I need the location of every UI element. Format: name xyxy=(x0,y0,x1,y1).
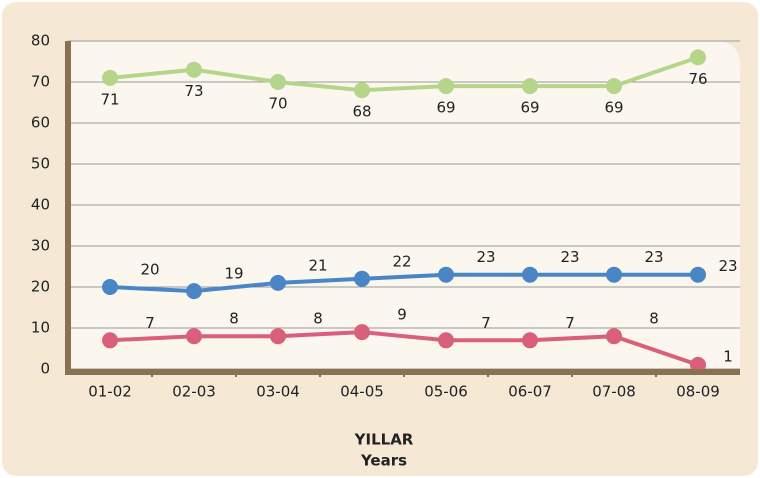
y-tick-label: 30 xyxy=(31,237,50,255)
x-tick-label: 05-06 xyxy=(424,383,468,401)
y-tick-label: 20 xyxy=(31,278,50,296)
data-label: 7 xyxy=(145,314,155,332)
data-label: 23 xyxy=(644,248,663,266)
point xyxy=(522,266,538,283)
x-tick-label: 04-05 xyxy=(340,383,384,401)
data-label: 22 xyxy=(392,252,411,270)
data-label: 8 xyxy=(313,310,323,328)
point xyxy=(690,356,706,373)
data-label: 8 xyxy=(649,310,659,328)
point xyxy=(606,266,622,283)
x-tick-label: 08-09 xyxy=(676,383,720,401)
y-tick-label: 0 xyxy=(40,360,50,378)
line xyxy=(109,272,698,294)
data-label: 7 xyxy=(565,314,575,332)
x-tick-label: 03-04 xyxy=(256,383,300,401)
point xyxy=(438,332,454,349)
point xyxy=(522,78,538,95)
y-tick-label: 50 xyxy=(31,155,50,173)
point xyxy=(606,328,622,345)
x-tick-label: 06-07 xyxy=(508,383,552,401)
data-label: 1 xyxy=(723,347,733,365)
point xyxy=(690,49,706,66)
data-label: 69 xyxy=(604,99,623,117)
data-label: 71 xyxy=(100,90,119,108)
point xyxy=(186,283,202,300)
point xyxy=(270,274,286,291)
data-label: 70 xyxy=(268,95,287,113)
y-tick-label: 10 xyxy=(31,319,50,337)
data-label: 23 xyxy=(476,248,495,266)
data-label: 73 xyxy=(184,82,203,100)
point xyxy=(102,279,118,295)
line xyxy=(109,55,699,93)
point xyxy=(522,332,538,349)
x-axis-label: YILLAR xyxy=(354,431,414,449)
x-tick-label: 01-02 xyxy=(88,383,132,401)
y-tick-label: 70 xyxy=(31,73,50,91)
point xyxy=(270,74,286,90)
data-label: 69 xyxy=(520,99,539,117)
line xyxy=(109,330,699,367)
data-label: 7 xyxy=(481,314,491,332)
point xyxy=(438,266,454,283)
x-tick-label: 07-08 xyxy=(592,383,636,401)
y-tick-label: 40 xyxy=(31,196,50,214)
point xyxy=(270,328,286,345)
point xyxy=(438,78,454,95)
y-tick-label: 80 xyxy=(31,32,50,50)
y-tick-label: 60 xyxy=(31,114,50,132)
data-label: 8 xyxy=(229,310,239,328)
data-label: 23 xyxy=(560,248,579,266)
data-label: 19 xyxy=(224,265,243,283)
data-label: 23 xyxy=(718,257,737,275)
point xyxy=(186,61,202,78)
data-label: 9 xyxy=(397,306,407,324)
data-label: 76 xyxy=(688,70,707,88)
point xyxy=(354,270,370,287)
data-label: 68 xyxy=(352,103,371,121)
point xyxy=(354,82,370,99)
point xyxy=(102,332,118,349)
point xyxy=(690,266,706,283)
point xyxy=(606,78,622,95)
point xyxy=(354,324,370,341)
series: 71 73 70 68 69 69 69 76 20 19 21 22 23 23 23 23 7 8 8 9 7 7 8 1 xyxy=(100,49,738,373)
x-tick-label: 02-03 xyxy=(172,383,216,401)
data-label: 69 xyxy=(436,99,455,117)
x-axis-label: Years xyxy=(360,452,407,470)
point xyxy=(102,69,118,86)
point xyxy=(186,328,202,345)
data-label: 20 xyxy=(140,261,159,279)
data-label: 21 xyxy=(308,256,327,274)
